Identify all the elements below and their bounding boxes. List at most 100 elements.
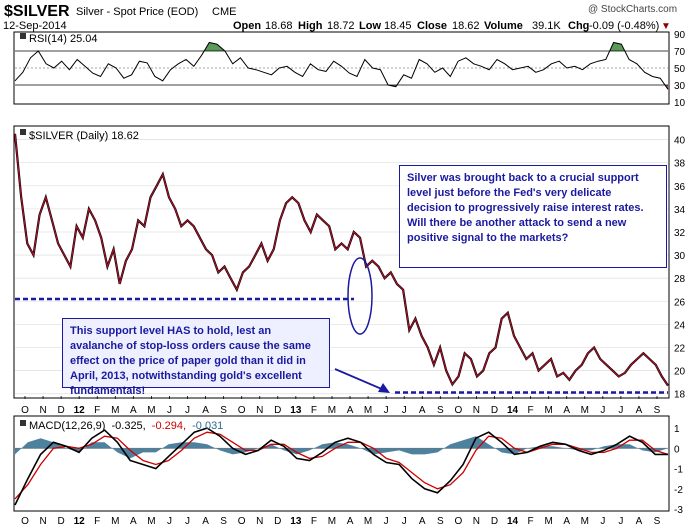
x-axis-label: A [347,405,354,416]
x-axis-label: S [220,405,227,416]
close-value: 18.62 [452,20,480,32]
price-tick-label: 20 [674,367,686,378]
x-axis-label-bottom: D [491,516,498,527]
annotation-support-must-hold-text: This support level HAS to hold, lest an … [70,325,311,397]
x-axis-label: D [274,405,281,416]
x-axis-label: J [384,405,389,416]
price-tick-label: 34 [674,205,686,216]
x-axis-label: N [256,405,263,416]
exchange-label: CME [212,6,236,18]
price-legend-swatch [20,129,26,135]
macd-tick-label: 1 [674,424,680,435]
high-label: High [298,20,323,32]
rsi-tick-label: 90 [674,30,686,41]
x-axis-label: M [147,405,155,416]
chg-down-arrow-icon: ▼ [661,21,671,32]
price-tick-label: 24 [674,320,686,331]
x-axis-label: F [94,405,100,416]
x-axis-label: A [202,405,209,416]
x-axis-label: O [238,405,246,416]
volume-value: 39.1K [532,20,561,32]
x-axis-label-bottom: 14 [507,516,519,527]
macd-signal-line [14,431,669,500]
x-axis-label: F [528,405,534,416]
price-tick-label: 38 [674,159,686,170]
x-axis-label-bottom: M [364,516,372,527]
x-axis-label: A [419,405,426,416]
x-axis-label: D [57,405,64,416]
x-axis-label-bottom: A [202,516,209,527]
chg-label: Chg [568,20,589,32]
price-tick-label: 40 [674,136,686,147]
x-axis-label-bottom: J [618,516,623,527]
volume-label: Volume [484,20,523,32]
rsi-legend: RSI(14) 25.04 [29,33,97,45]
x-axis-label-bottom: S [437,516,444,527]
x-axis-label-bottom: 12 [74,516,86,527]
x-axis-label-bottom: A [419,516,426,527]
x-axis-label-bottom: 13 [290,516,302,527]
macd-tick-label: 0 [674,444,680,455]
x-axis-label-bottom: N [39,516,46,527]
x-axis-label: O [454,405,462,416]
x-axis-label-bottom: M [328,516,336,527]
x-axis-label: J [402,405,407,416]
macd-legend: MACD(12,26,9) -0.325, -0.294, -0.031 [29,420,223,432]
x-axis-label-bottom: O [238,516,246,527]
low-label: Low [359,20,381,32]
x-axis-label-bottom: A [563,516,570,527]
open-value: 18.68 [265,20,293,32]
price-tick-label: 30 [674,251,686,262]
watermark: @ StockCharts.com [588,4,677,15]
chg-value: -0.09 (-0.48%) [589,20,659,32]
macd-tick-label: -3 [674,505,683,516]
x-axis-label: J [600,405,605,416]
x-axis-label: D [491,405,498,416]
x-axis-label: M [328,405,336,416]
annotation-arrow-head [378,383,390,393]
x-axis-label: S [654,405,661,416]
x-axis-label: A [130,405,137,416]
x-axis-label-bottom: J [185,516,190,527]
rsi-tick-label: 50 [674,64,686,75]
macd-histogram [15,436,668,459]
x-axis-label: J [167,405,172,416]
price-legend: $SILVER (Daily) 18.62 [29,130,139,142]
x-axis-label-bottom: A [130,516,137,527]
high-value: 18.72 [327,20,355,32]
rsi-panel: 90 70 50 30 10 [14,30,686,109]
x-axis-label: 12 [74,405,86,416]
rsi-tick-label: 70 [674,47,686,58]
x-axis-label-bottom: F [311,516,317,527]
x-axis-label-bottom: O [454,516,462,527]
x-axis-label: M [364,405,372,416]
price-tick-label: 18 [674,390,686,401]
price-tick-label: 32 [674,228,686,239]
x-axis-label-bottom: A [636,516,643,527]
x-axis-label: A [636,405,643,416]
macd-legend-name: MACD(12,26,9) [29,420,105,432]
x-axis-label: M [544,405,552,416]
price-tick-label: 26 [674,297,686,308]
x-axis-label-bottom: M [147,516,155,527]
x-axis-label-bottom: S [220,516,227,527]
low-value: 18.45 [384,20,412,32]
macd-legend-histogram-value: -0.031 [192,420,223,432]
x-axis-label-bottom: J [402,516,407,527]
symbol-title: $SILVER [4,3,70,20]
x-axis-label-bottom: O [21,516,29,527]
macd-tick-label: -1 [674,465,683,476]
x-axis-label-bottom: A [347,516,354,527]
annotation-fed-support: Silver was brought back to a crucial sup… [399,165,667,268]
x-axis-label-bottom: J [600,516,605,527]
rsi-line [14,41,669,90]
symbol-description: Silver - Spot Price (EOD) [76,6,198,18]
macd-legend-signal-value: -0.294, [152,420,186,432]
price-tick-label: 22 [674,343,686,354]
chart-date: 12-Sep-2014 [3,20,67,32]
x-axis-label: O [21,405,29,416]
x-axis-label: 14 [507,405,519,416]
open-label: Open [233,20,261,32]
x-axis-label-bottom: F [528,516,534,527]
